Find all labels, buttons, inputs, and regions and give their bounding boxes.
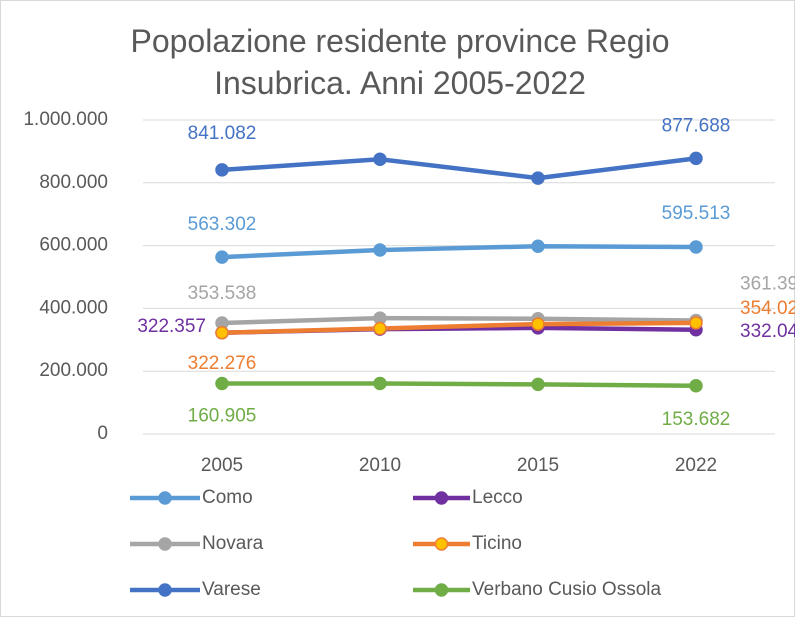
y-tick-label: 1.000.000 — [23, 109, 108, 130]
legend-label: Lecco — [472, 487, 523, 508]
point-marker — [373, 321, 387, 336]
value-label: 595.513 — [662, 203, 731, 224]
series-line — [221, 243, 697, 260]
x-tick-label: 2010 — [359, 455, 401, 476]
value-label: 160.905 — [188, 405, 257, 426]
series-line — [221, 156, 697, 181]
value-label: 563.302 — [188, 214, 257, 235]
value-label: 153.682 — [662, 409, 731, 430]
point-marker — [215, 250, 229, 264]
point-marker — [373, 376, 387, 391]
y-tick-label: 0 — [97, 423, 108, 444]
point-marker — [373, 152, 387, 166]
value-label: 354.023 — [740, 298, 795, 319]
legend-marker — [158, 583, 172, 597]
legend-marker — [434, 491, 449, 505]
point-marker — [531, 239, 545, 253]
value-label: 877.688 — [662, 115, 731, 136]
series-line — [221, 381, 697, 388]
legend-label: Verbano Cusio Ossola — [472, 579, 661, 600]
legend-label: Varese — [202, 579, 261, 600]
point-marker — [215, 163, 229, 177]
chart-title: Popolazione residente province Regio Ins… — [130, 23, 670, 101]
value-label: 322.276 — [188, 353, 257, 374]
legend-label: Como — [202, 487, 253, 508]
legend-label: Ticino — [472, 533, 522, 554]
legend-marker — [434, 583, 449, 597]
legend-marker — [434, 537, 449, 551]
point-marker — [531, 377, 545, 392]
point-marker — [689, 240, 703, 254]
value-label: 353.538 — [188, 283, 257, 304]
legend-marker — [158, 491, 172, 505]
x-tick-label: 2022 — [675, 455, 717, 476]
legend-marker — [158, 537, 172, 551]
series-line — [221, 320, 697, 336]
point-marker — [689, 378, 703, 393]
y-tick-label: 600.000 — [39, 235, 108, 256]
series-line — [221, 315, 697, 326]
value-label: 322.357 — [137, 316, 206, 337]
y-tick-label: 400.000 — [39, 297, 108, 318]
y-tick-label: 800.000 — [39, 172, 108, 193]
legend-label: Novara — [202, 533, 264, 554]
x-tick-label: 2015 — [517, 455, 559, 476]
x-tick-label: 2005 — [201, 455, 243, 476]
point-marker — [689, 151, 703, 166]
point-marker — [215, 376, 229, 391]
point-marker — [531, 171, 545, 185]
value-label: 332.043 — [740, 321, 795, 342]
point-marker — [531, 317, 545, 331]
y-tick-label: 200.000 — [39, 360, 108, 381]
point-marker — [689, 316, 703, 330]
point-marker — [215, 326, 229, 340]
point-marker — [373, 243, 387, 257]
value-label: 361.394 — [740, 274, 795, 295]
value-label: 841.082 — [188, 123, 257, 144]
